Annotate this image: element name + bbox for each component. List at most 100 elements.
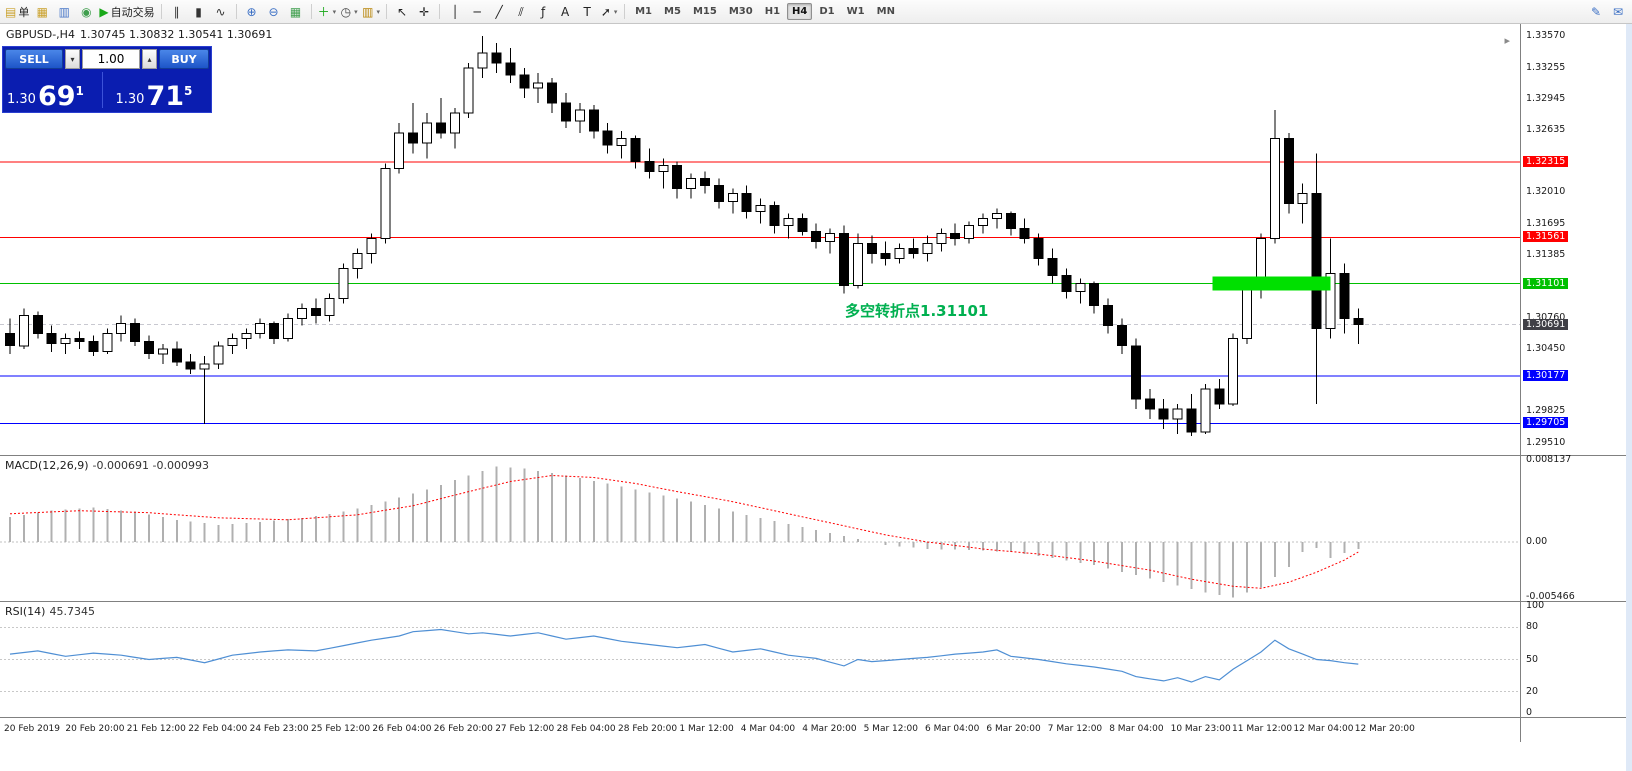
price-axis-label: 1.30450 xyxy=(1526,342,1566,354)
price-chart-panel[interactable]: GBPUSD-,H4 1.30745 1.30832 1.30541 1.3069… xyxy=(0,24,1520,456)
periods-icon[interactable]: ◷ ▾ xyxy=(338,2,360,21)
rsi-panel[interactable]: RSI(14) 45.7345 xyxy=(0,602,1520,718)
new-chart-icon: ▦ xyxy=(36,4,49,19)
fibonacci-icon[interactable]: ƒ xyxy=(532,2,554,21)
rsi-name: RSI(14) xyxy=(5,605,46,618)
timeframe-button-h4[interactable]: H4 xyxy=(787,3,813,20)
timeframe-button-m15[interactable]: M15 xyxy=(692,6,717,17)
new-order-button: ▤ xyxy=(5,4,17,19)
profiles-icon[interactable]: ▥ xyxy=(53,2,75,21)
vertical-line-icon: │ xyxy=(451,4,459,19)
price-axis-label: 20 xyxy=(1526,685,1539,697)
tile-windows-icon: ▦ xyxy=(289,4,302,19)
time-axis-label: 6 Mar 20:00 xyxy=(986,724,1041,734)
tile-windows-icon[interactable]: ▦ xyxy=(285,2,307,21)
price-axis-label: 1.29825 xyxy=(1526,405,1566,417)
toolbar-separator xyxy=(386,4,388,19)
time-axis-label: 5 Mar 12:00 xyxy=(863,724,918,734)
autoscroll-marker[interactable]: ▸ xyxy=(1504,34,1510,47)
time-axis-label: 10 Mar 23:00 xyxy=(1170,724,1231,734)
price-axis-label: 1.30177 xyxy=(1523,370,1569,382)
timeframe-button-w1[interactable]: W1 xyxy=(846,6,865,17)
timeframe-button-m1[interactable]: M1 xyxy=(635,6,653,17)
candles-chart-icon: ▮ xyxy=(195,4,202,19)
label-icon[interactable]: T xyxy=(576,2,598,21)
market-watch-icon[interactable]: ◉ xyxy=(75,2,97,21)
templates-icon[interactable]: ▥ ▾ xyxy=(360,2,382,21)
autotrading-button[interactable]: ▶ 自动交易 xyxy=(97,2,156,21)
rsi-chart[interactable] xyxy=(0,602,1520,717)
macd-panel[interactable]: MACD(12,26,9) -0.000691 -0.000993 xyxy=(0,456,1520,602)
price-axis-label: 0 xyxy=(1526,707,1533,718)
profiles-icon: ▥ xyxy=(58,4,71,19)
sell-button[interactable]: SELL xyxy=(5,49,63,69)
candlestick-chart[interactable] xyxy=(0,24,1520,455)
chevron-down-icon: ▾ xyxy=(376,7,381,16)
price-axis-label: 1.32315 xyxy=(1523,155,1569,167)
trade-controls-row: SELL ▾ ▴ BUY xyxy=(5,49,209,69)
toolbar-separator xyxy=(624,4,626,19)
one-click-trading-panel: SELL ▾ ▴ BUY 1.30 69 1 xyxy=(2,46,212,113)
bid-price[interactable]: 1.30 69 1 xyxy=(7,84,99,111)
indicators-icon[interactable]: ＋ ▾ xyxy=(316,2,339,21)
channel-icon: ⫽ xyxy=(518,4,524,19)
price-axis-label: 1.32945 xyxy=(1526,92,1566,104)
label-icon: T xyxy=(583,4,591,19)
time-axis[interactable]: 20 Feb 2019 20 Feb 20:00 21 Feb 12:00 22 Fe… xyxy=(0,718,1520,742)
lot-increase-button[interactable]: ▴ xyxy=(142,49,157,69)
vertical-line-icon[interactable]: │ xyxy=(444,2,466,21)
timeframe-button-m5[interactable]: M5 xyxy=(664,6,681,17)
text-icon: A xyxy=(561,4,570,19)
price-axis[interactable]: 1.33570 1.33255 1.32945 1.32635 1.32010 1.316… xyxy=(1520,24,1632,742)
buy-button[interactable]: BUY xyxy=(159,49,209,69)
trendline-icon: ╱ xyxy=(495,4,503,19)
new-order-button[interactable]: ▤ 单 xyxy=(3,2,31,21)
window-edge xyxy=(1626,24,1632,771)
zoom-out-icon[interactable]: ⊖ xyxy=(263,2,285,21)
line-chart-icon[interactable]: ∿ xyxy=(210,2,232,21)
cursor-icon[interactable]: ↖ xyxy=(391,2,413,21)
trendline-icon[interactable]: ╱ xyxy=(488,2,510,21)
time-axis-label: 1 Mar 12:00 xyxy=(679,724,734,734)
channel-icon[interactable]: ⫽ xyxy=(510,2,532,21)
chevron-down-icon: ▾ xyxy=(332,7,337,16)
ask-price[interactable]: 1.30 71 5 xyxy=(106,84,208,111)
timeframe-button-mn[interactable]: MN xyxy=(876,6,895,17)
timeframe-button-h1[interactable]: H1 xyxy=(764,6,781,17)
macd-label: MACD(12,26,9) -0.000691 -0.000993 xyxy=(5,459,209,472)
autotrading-button-label: 自动交易 xyxy=(110,5,155,19)
chevron-down-icon: ▾ xyxy=(613,7,618,16)
macd-chart[interactable] xyxy=(0,456,1520,601)
indicators-icon: ＋ xyxy=(317,4,330,19)
lot-decrease-button[interactable]: ▾ xyxy=(65,49,80,69)
horizontal-line-icon[interactable]: ─ xyxy=(466,2,488,21)
price-axis-label: 1.31695 xyxy=(1526,217,1566,229)
autotrading-button: ▶ xyxy=(99,4,109,19)
toolbar: ▤ 单 ▦ ▥ ◉ ▶ 自动交易 ∥ ▮ ∿ ⊕ ⊖ ▦ ＋ ▾ ◷ ▾ ▥ ▾ ↖ ✛ │ ─ ╱ ⫽ ƒ A T ➚ ▾ M1 M5 M15… xyxy=(0,0,1632,24)
price-axis-label: 1.32635 xyxy=(1526,123,1566,135)
compose-icon[interactable]: ✎ xyxy=(1585,2,1607,21)
pivot-annotation: 多空转折点1.31101 xyxy=(845,302,989,320)
mail-icon[interactable]: ✉ xyxy=(1607,2,1629,21)
time-axis-label: 12 Mar 04:00 xyxy=(1293,724,1354,734)
symbol-ohlc-label: GBPUSD-,H4 1.30745 1.30832 1.30541 1.3069… xyxy=(6,28,277,41)
new-order-button-label: 单 xyxy=(18,5,30,19)
time-axis-label: 28 Feb 04:00 xyxy=(556,724,616,734)
zoom-in-icon[interactable]: ⊕ xyxy=(241,2,263,21)
text-icon[interactable]: A xyxy=(554,2,576,21)
price-axis-label: 1.30691 xyxy=(1523,318,1569,330)
lot-size-input[interactable] xyxy=(82,49,140,69)
bars-chart-icon[interactable]: ∥ xyxy=(166,2,188,21)
mail-icon: ✉ xyxy=(1612,4,1624,19)
bid-ask-divider xyxy=(101,72,103,108)
arrows-icon[interactable]: ➚ ▾ xyxy=(598,2,620,21)
candles-chart-icon[interactable]: ▮ xyxy=(188,2,210,21)
bid-ask-row: 1.30 69 1 1.30 71 5 xyxy=(5,69,209,110)
caret-up-icon: ▴ xyxy=(147,54,152,64)
crosshair-icon[interactable]: ✛ xyxy=(413,2,435,21)
timeframe-button-m30[interactable]: M30 xyxy=(728,6,753,17)
new-chart-icon[interactable]: ▦ xyxy=(31,2,53,21)
timeframe-button-d1[interactable]: D1 xyxy=(819,6,835,17)
price-axis-label: 1.33255 xyxy=(1526,61,1566,73)
price-axis-label: -0.005466 xyxy=(1526,591,1575,602)
